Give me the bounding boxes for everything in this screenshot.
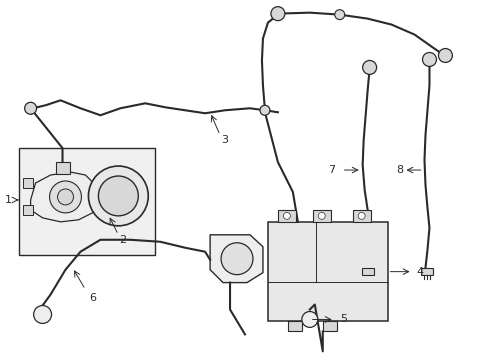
- Circle shape: [270, 7, 285, 21]
- Bar: [361, 268, 373, 275]
- Text: 5: 5: [340, 314, 346, 324]
- Text: 2: 2: [119, 235, 125, 245]
- Circle shape: [58, 189, 73, 205]
- Circle shape: [260, 105, 269, 115]
- Circle shape: [422, 53, 436, 67]
- Circle shape: [362, 60, 376, 75]
- Circle shape: [283, 212, 290, 219]
- Bar: [19, 148, 155, 255]
- Circle shape: [318, 212, 325, 219]
- Circle shape: [24, 102, 37, 114]
- Bar: [22, 178, 33, 188]
- Text: 8: 8: [395, 165, 402, 175]
- Text: 7: 7: [327, 165, 335, 175]
- Circle shape: [357, 212, 365, 219]
- Text: 3: 3: [221, 135, 228, 145]
- Bar: [267, 222, 387, 321]
- Polygon shape: [31, 172, 98, 222]
- Bar: [322, 321, 336, 332]
- Bar: [287, 321, 301, 332]
- Bar: [56, 162, 70, 174]
- Text: 6: 6: [89, 293, 96, 302]
- Circle shape: [34, 306, 51, 323]
- Bar: [421, 268, 432, 275]
- Text: 4: 4: [416, 267, 423, 276]
- Circle shape: [221, 243, 252, 275]
- Circle shape: [438, 49, 451, 62]
- Bar: [277, 210, 295, 222]
- Text: 1: 1: [5, 195, 12, 205]
- Bar: [352, 210, 370, 222]
- Bar: [312, 210, 330, 222]
- Polygon shape: [210, 235, 263, 283]
- Circle shape: [88, 166, 148, 226]
- Circle shape: [334, 10, 344, 20]
- Circle shape: [98, 176, 138, 216]
- Bar: [22, 205, 33, 215]
- Circle shape: [49, 181, 81, 213]
- Circle shape: [301, 311, 317, 328]
